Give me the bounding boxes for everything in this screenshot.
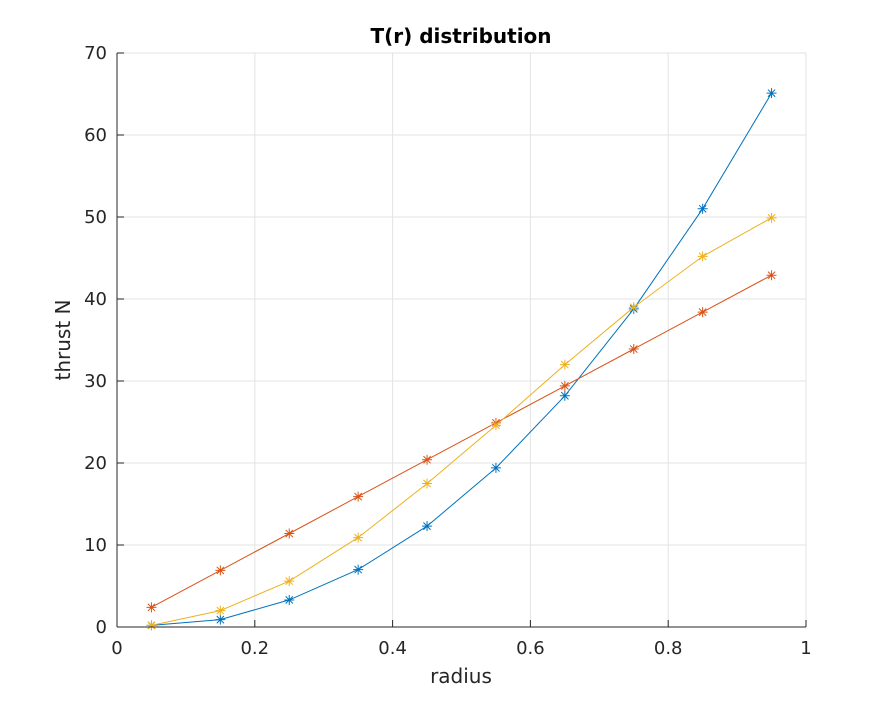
data-point-marker <box>559 359 570 370</box>
series-line <box>151 274 772 608</box>
y-tick-label: 60 <box>84 125 107 146</box>
series-2 <box>146 270 777 613</box>
data-point-marker <box>215 565 226 576</box>
data-point-marker <box>559 380 570 391</box>
x-tick-label: 1 <box>800 638 811 659</box>
data-point-marker <box>766 212 777 223</box>
data-point-marker <box>284 594 295 605</box>
chart-title: T(r) distribution <box>370 24 551 48</box>
data-point-marker <box>422 521 433 532</box>
y-tick-label: 10 <box>84 535 107 556</box>
data-point-marker <box>146 602 157 613</box>
data-point-marker <box>284 576 295 587</box>
series-line <box>151 217 772 626</box>
y-tick-label: 0 <box>96 617 107 638</box>
x-tick-label: 0.4 <box>378 638 407 659</box>
data-point-marker <box>490 462 501 473</box>
series-line <box>151 92 772 626</box>
y-tick-label: 70 <box>84 43 107 64</box>
data-point-marker <box>284 528 295 539</box>
data-point-marker <box>490 420 501 431</box>
series-layer <box>146 88 777 631</box>
data-point-marker <box>215 605 226 616</box>
data-point-marker <box>353 491 364 502</box>
data-point-marker <box>215 614 226 625</box>
data-point-marker <box>697 251 708 262</box>
x-axis-label: radius <box>430 664 492 688</box>
y-tick-label: 50 <box>84 207 107 228</box>
x-tick-label: 0 <box>111 638 122 659</box>
data-point-marker <box>628 344 639 355</box>
x-tick-label: 0.2 <box>240 638 269 659</box>
x-tick-label: 0.8 <box>654 638 683 659</box>
y-tick-label: 30 <box>84 371 107 392</box>
data-point-marker <box>697 203 708 214</box>
series-3 <box>146 212 777 631</box>
y-tick-label: 40 <box>84 289 107 310</box>
y-axis-label: thrust N <box>51 300 75 381</box>
grid <box>117 52 807 627</box>
axes <box>116 53 806 628</box>
plot-area <box>117 53 806 627</box>
data-point-marker <box>628 302 639 313</box>
data-point-marker <box>697 307 708 318</box>
x-tick-label: 0.6 <box>516 638 545 659</box>
data-point-marker <box>146 620 157 631</box>
data-point-marker <box>353 532 364 543</box>
data-point-marker <box>422 478 433 489</box>
y-tick-label: 20 <box>84 453 107 474</box>
data-point-marker <box>766 88 777 99</box>
data-point-marker <box>559 390 570 401</box>
data-point-marker <box>422 454 433 465</box>
data-point-marker <box>766 270 777 281</box>
data-point-marker <box>353 564 364 575</box>
